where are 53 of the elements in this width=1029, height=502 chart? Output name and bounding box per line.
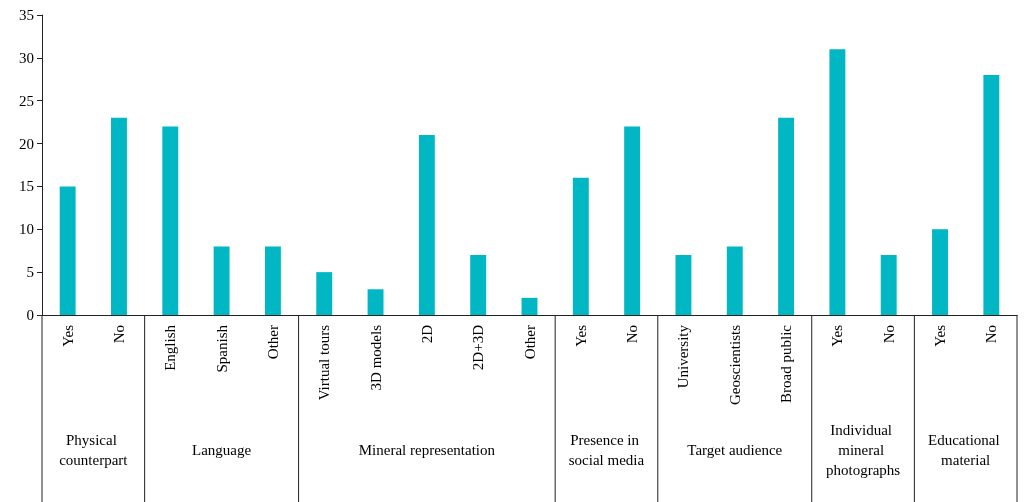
x-tick-label: No bbox=[110, 325, 127, 344]
text: Target audience bbox=[687, 442, 783, 458]
x-tick-label: 2D bbox=[418, 324, 435, 344]
bar bbox=[213, 246, 230, 315]
x-tick-label: University bbox=[675, 324, 692, 389]
bar bbox=[880, 255, 897, 315]
x-tick-label: Spanish bbox=[213, 324, 230, 373]
bar bbox=[829, 49, 846, 315]
y-tick-label: 20 bbox=[19, 135, 34, 152]
bar bbox=[59, 186, 76, 315]
x-tick-label: Geoscientists bbox=[726, 324, 743, 405]
y-tick-label: 15 bbox=[19, 178, 34, 195]
x-tick-label: Yes bbox=[829, 324, 846, 347]
y-tick-label: 10 bbox=[19, 221, 34, 238]
bar bbox=[367, 289, 384, 315]
text: Language bbox=[192, 442, 252, 458]
x-tick-label: Other bbox=[521, 325, 538, 360]
x-tick-label: 3D models bbox=[367, 324, 384, 391]
bar bbox=[932, 229, 948, 315]
x-tick-label: Broad public bbox=[778, 324, 795, 403]
bar bbox=[572, 177, 589, 315]
bar bbox=[264, 246, 281, 315]
text: Individual mineral photographs bbox=[825, 422, 901, 478]
y-tick-label: 35 bbox=[19, 7, 34, 23]
text: Presence in social media bbox=[568, 432, 645, 468]
bar bbox=[470, 255, 487, 315]
x-tick-label: No bbox=[880, 325, 897, 344]
x-tick-label: English bbox=[162, 324, 179, 371]
x-tick-label: Virtual tours bbox=[316, 324, 333, 401]
bar bbox=[521, 297, 538, 315]
bar bbox=[983, 75, 1000, 315]
bar bbox=[418, 135, 435, 315]
y-tick-label: 5 bbox=[26, 264, 34, 281]
y-tick-label: 0 bbox=[26, 307, 34, 323]
bar bbox=[316, 272, 333, 315]
x-tick-label: No bbox=[624, 325, 641, 344]
text: Physical counterpart bbox=[59, 432, 129, 468]
bar bbox=[726, 246, 743, 315]
x-tick-label: Other bbox=[264, 325, 281, 360]
bar bbox=[162, 126, 179, 315]
bar bbox=[624, 126, 641, 315]
y-tick-label: 30 bbox=[19, 49, 34, 66]
text: Mineral representation bbox=[358, 442, 496, 458]
x-tick-label: Yes bbox=[572, 324, 589, 347]
bar bbox=[675, 255, 692, 315]
x-tick-label: Yes bbox=[932, 324, 949, 347]
x-tick-label: Yes bbox=[59, 324, 76, 347]
y-tick-label: 25 bbox=[19, 92, 34, 109]
x-tick-label: 2D+3D bbox=[470, 324, 487, 371]
bar bbox=[111, 117, 127, 315]
bar bbox=[778, 117, 795, 315]
x-tick-label: No bbox=[983, 325, 1000, 344]
text: Educational material bbox=[927, 432, 1004, 468]
